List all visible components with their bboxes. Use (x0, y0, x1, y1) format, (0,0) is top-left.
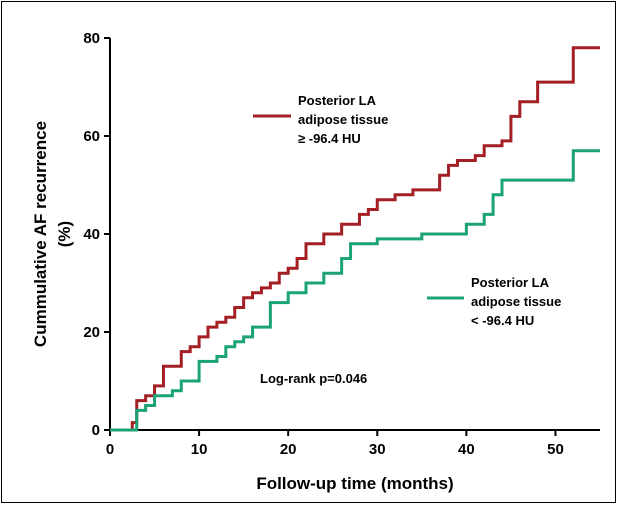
y-tick-label: 80 (83, 30, 100, 47)
legend-label-0: Posterior LA (298, 93, 377, 108)
x-tick-label: 40 (458, 441, 475, 458)
x-tick-label: 0 (106, 441, 114, 458)
x-tick-label: 20 (280, 441, 297, 458)
series-line-0 (110, 46, 600, 432)
y-tick-label: 20 (83, 324, 100, 341)
legend-label-1: < -96.4 HU (471, 313, 534, 328)
y-tick-label: 40 (83, 226, 100, 243)
x-axis-label: Follow-up time (months) (256, 474, 453, 493)
y-axis-label-line: Cummulative AF recurrence (31, 121, 50, 347)
legend-label-0: adipose tissue (298, 112, 388, 127)
y-axis-label: Cummulative AF recurrence (%) (31, 121, 74, 347)
x-ticks: 0 10 20 30 40 50 (106, 430, 564, 458)
log-rank-annotation: Log-rank p=0.046 (260, 371, 367, 386)
legend-label-1: adipose tissue (471, 294, 561, 309)
x-tick-label: 50 (547, 441, 564, 458)
legend-layer: Posterior LA adipose tissue ≥ -96.4 HU Post… (253, 93, 561, 328)
x-tick-label: 10 (191, 441, 208, 458)
series-line-1 (110, 149, 600, 432)
series-layer (110, 46, 600, 432)
legend-label-0: ≥ -96.4 HU (298, 131, 361, 146)
y-tick-label: 0 (92, 422, 100, 439)
x-tick-label: 30 (369, 441, 386, 458)
y-axis-label-line: (%) (55, 221, 74, 247)
y-tick-label: 60 (83, 128, 100, 145)
legend-label-1: Posterior LA (471, 275, 550, 290)
y-ticks: 0 20 40 60 80 (83, 30, 110, 439)
